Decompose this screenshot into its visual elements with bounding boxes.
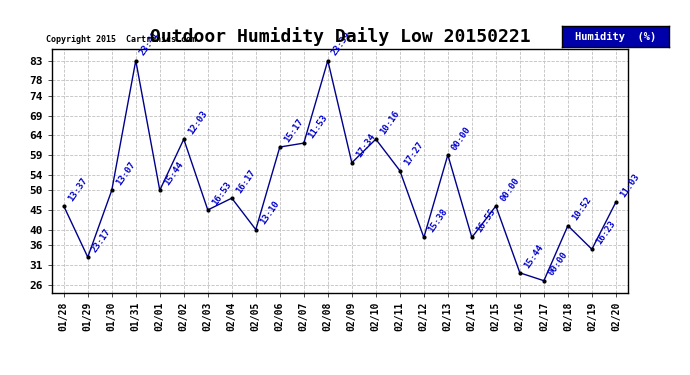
Text: 15:44: 15:44 bbox=[522, 243, 545, 270]
Text: 17:27: 17:27 bbox=[402, 140, 425, 168]
Text: 10:52: 10:52 bbox=[570, 195, 593, 222]
Text: 13:10: 13:10 bbox=[258, 199, 281, 226]
Text: Humidity  (%): Humidity (%) bbox=[575, 32, 656, 42]
Text: 13:37: 13:37 bbox=[66, 176, 89, 203]
Text: 16:55: 16:55 bbox=[474, 207, 497, 234]
Title: Outdoor Humidity Daily Low 20150221: Outdoor Humidity Daily Low 20150221 bbox=[150, 27, 530, 46]
Text: 13:07: 13:07 bbox=[114, 160, 137, 187]
Text: 17:34: 17:34 bbox=[354, 132, 377, 160]
Text: 00:00: 00:00 bbox=[498, 176, 521, 203]
Text: 15:38: 15:38 bbox=[426, 207, 449, 234]
Text: 16:23: 16:23 bbox=[594, 219, 617, 246]
Text: 11:53: 11:53 bbox=[306, 113, 329, 140]
Text: 12:03: 12:03 bbox=[186, 109, 209, 136]
Text: 10:16: 10:16 bbox=[378, 109, 401, 136]
Text: 16:53: 16:53 bbox=[210, 180, 233, 207]
Text: 00:00: 00:00 bbox=[451, 124, 473, 152]
Text: 15:44: 15:44 bbox=[162, 160, 185, 187]
Text: 16:17: 16:17 bbox=[234, 168, 257, 195]
Text: 00:00: 00:00 bbox=[546, 251, 569, 278]
Text: 15:17: 15:17 bbox=[282, 117, 305, 144]
Text: Copyright 2015  Cartronics.com: Copyright 2015 Cartronics.com bbox=[46, 35, 196, 44]
Text: 23:17: 23:17 bbox=[90, 227, 113, 254]
Text: 23:41: 23:41 bbox=[138, 30, 161, 57]
Text: 11:03: 11:03 bbox=[618, 172, 641, 199]
Text: 23:39: 23:39 bbox=[331, 30, 353, 57]
